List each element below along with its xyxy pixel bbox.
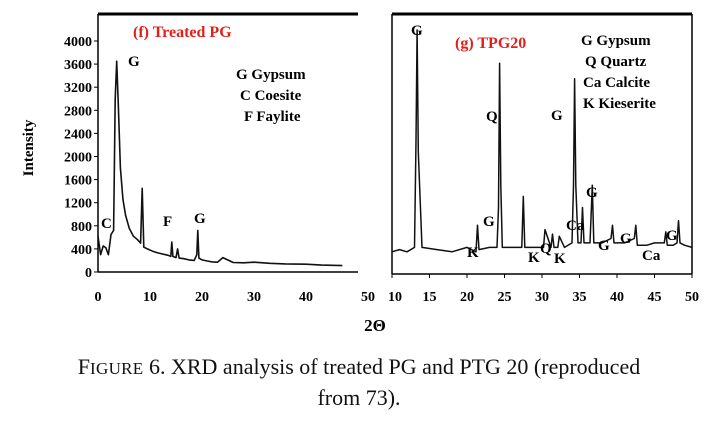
panel-g-x-tick-label: 35	[573, 290, 587, 305]
panel-g-peak-label: G	[598, 238, 610, 254]
panel-g-x-tick-label: 25	[498, 290, 512, 305]
panel-g-trace	[391, 29, 693, 253]
caption-line-2: from 73).	[317, 385, 401, 410]
panel-g-peak-label: Ca	[566, 218, 585, 234]
panel-f-y-tick-label: 2400	[64, 127, 92, 142]
panel-f-x-tick-label: 0	[95, 290, 102, 305]
panel-f-y-tick-label: 0	[85, 266, 92, 281]
panel-f-peak-label: F	[163, 214, 172, 230]
panel-g-x-tick-label: 15	[423, 290, 437, 305]
panel-g-x-tick-label: 20	[460, 290, 474, 305]
panel-f-y-tick-label: 2000	[64, 151, 92, 166]
panel-g-x-tick-label: 30	[535, 290, 549, 305]
caption-line-1-text: 6. XRD analysis of treated PG and PTG 20…	[148, 354, 641, 379]
panel-g-peak-label: G	[483, 214, 495, 230]
panel-f-peak-label: G	[128, 54, 140, 70]
panel-g-x-tick-label: 10	[388, 290, 402, 305]
panel-f-y-tick-label: 400	[71, 243, 92, 258]
panel-f: 040080012001600200024002800320036004000 …	[21, 12, 376, 305]
figure-caption: FIGURE 6. XRD analysis of treated PG and…	[0, 352, 718, 412]
panel-f-peak-label: C	[101, 216, 112, 232]
panel-f-y-tick-label: 800	[71, 220, 92, 235]
panel-f-legend-2: C Coesite	[240, 88, 302, 104]
panel-g-peak-label: Ca	[642, 248, 661, 264]
panel-f-x-tick-label: 40	[299, 290, 313, 305]
panel-f-trace	[97, 60, 343, 267]
panel-f-y-tick-label: 1200	[64, 197, 92, 212]
panel-g-x-ticks: 10 15 20 25 30 35 40 45 50	[388, 274, 699, 305]
panel-g-x-tick-label: 45	[648, 290, 662, 305]
panel-f-title: (f) Treated PG	[133, 24, 232, 41]
xrd-figure: 040080012001600200024002800320036004000 …	[21, 12, 699, 335]
panel-g-peak-label: K	[528, 250, 540, 266]
panel-f-y-axis-label: Intensity	[21, 119, 37, 176]
shared-x-axis-label: 2Θ	[364, 316, 386, 335]
panel-g-legend-4: K Kieserite	[583, 96, 656, 112]
panel-g-legend-3: Ca Calcite	[583, 75, 650, 91]
panel-f-legend-3: F Faylite	[244, 109, 301, 125]
caption-lead-smallcaps: IGURE	[90, 359, 144, 378]
panel-g-legend-2: Q Quartz	[585, 54, 647, 70]
panel-f-x-tick-label: 20	[195, 290, 209, 305]
panel-f-y-ticks: 0 400 800 1200 1600 2000 2400 2800 3200 3600 4000	[64, 35, 98, 281]
caption-lead-cap: F	[77, 354, 91, 379]
panel-g-peak-label: K	[467, 245, 479, 261]
panel-g-peak-label: G	[551, 108, 563, 124]
panel-g-peak-label: G	[586, 185, 598, 201]
panel-f-y-tick-label: 2800	[64, 104, 92, 119]
panel-f-x-ticks: 0 10 20 30 40 50	[95, 290, 376, 305]
panel-f-y-tick-label: 3200	[64, 81, 92, 96]
panel-g-peak-label: Q	[486, 109, 498, 125]
panel-g-title: (g) TPG20	[455, 35, 526, 52]
panel-g-peak-label: G	[620, 231, 632, 247]
panel-f-legend-1: G Gypsum	[236, 67, 306, 83]
panel-f-y-tick-label: 1600	[64, 174, 92, 189]
caption-line-1: FIGURE 6. XRD analysis of treated PG and…	[0, 352, 718, 383]
panel-g-legend-1: G Gypsum	[581, 33, 651, 49]
panel-f-x-tick-label: 30	[247, 290, 261, 305]
panel-f-x-tick-label: 10	[143, 290, 157, 305]
panel-g: 10 15 20 25 30 35 40 45 50 (g) TPG20 G Gypsum Q …	[388, 12, 699, 305]
panel-g-peak-label: K	[554, 251, 566, 267]
panel-g-peak-label: G	[411, 23, 423, 39]
panel-f-peak-label: G	[194, 211, 206, 227]
panel-f-y-tick-label: 4000	[64, 35, 92, 50]
panel-f-y-tick-label: 3600	[64, 58, 92, 73]
panel-g-x-tick-label: 40	[610, 290, 624, 305]
panel-f-x-tick-label: 50	[361, 290, 375, 305]
panel-g-peak-label: Q	[540, 241, 552, 257]
panel-g-x-tick-label: 50	[685, 290, 699, 305]
panel-g-peak-label: G	[666, 228, 678, 244]
